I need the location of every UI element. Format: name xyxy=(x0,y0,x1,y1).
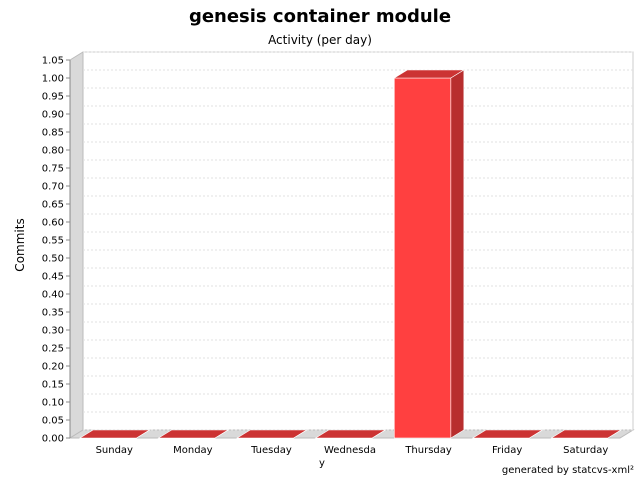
bar-saturday xyxy=(550,429,623,439)
y-tick-label: 0.30 xyxy=(42,326,64,337)
chart-title: genesis container module xyxy=(188,6,452,27)
x-tick-label: Monday xyxy=(173,445,213,456)
bar-monday xyxy=(157,429,230,439)
y-tick-label: 0.15 xyxy=(42,380,64,391)
bar-thursday xyxy=(393,69,465,439)
x-tick-label-line: Tuesday xyxy=(250,445,292,456)
x-tick-label-line: Thursday xyxy=(404,445,452,456)
bar-wednesday xyxy=(314,429,387,439)
plot-background xyxy=(68,51,635,439)
y-tick-label: 0.05 xyxy=(42,416,64,427)
y-tick-label: 0.80 xyxy=(42,146,64,157)
y-tick-label: 0.85 xyxy=(42,128,64,139)
y-tick-label: 0.55 xyxy=(42,236,64,247)
y-tick-label: 0.60 xyxy=(42,218,64,229)
y-tick-label: 0.95 xyxy=(42,92,64,103)
y-tick-label: 0.00 xyxy=(42,434,64,445)
y-axis-label: Commits xyxy=(13,218,27,271)
bar-sunday xyxy=(78,429,151,439)
y-axis-ticks: 0.00 0.05 0.10 0.15 0.20 0.25 0.30 0.35 0.40 0.45… xyxy=(42,56,71,445)
y-tick-label: 1.05 xyxy=(42,56,64,67)
bar-side xyxy=(607,429,622,439)
chart-subtitle: Activity (per day) xyxy=(268,33,372,47)
y-tick-label: 0.35 xyxy=(42,308,64,319)
y-tick-label: 0.65 xyxy=(42,200,64,211)
plot-back-wall xyxy=(82,51,634,431)
bars xyxy=(78,69,623,439)
bar-front xyxy=(393,77,452,439)
x-tick-label: Friday xyxy=(492,445,522,456)
x-tick-label-line: Monday xyxy=(173,445,213,456)
x-tick-label-line: Wednesda xyxy=(324,445,376,456)
x-tick-label-line: y xyxy=(319,458,325,469)
y-tick-label: 0.25 xyxy=(42,344,64,355)
bar-side xyxy=(450,69,465,439)
y-tick-label: 0.50 xyxy=(42,254,64,265)
bar-side xyxy=(372,429,386,439)
y-tick-label: 1.00 xyxy=(42,74,64,85)
y-tick-label: 0.70 xyxy=(42,182,64,193)
bar-tuesday xyxy=(236,429,308,439)
bar-side xyxy=(136,429,150,439)
x-tick-label-line: Saturday xyxy=(563,445,608,456)
bar-side xyxy=(529,429,543,439)
bar-friday xyxy=(471,429,544,439)
y-tick-label: 0.90 xyxy=(42,110,64,121)
y-tick-label: 0.45 xyxy=(42,272,64,283)
x-tick-label-line: Sunday xyxy=(96,445,133,456)
y-tick-label: 0.10 xyxy=(42,398,64,409)
bar-side xyxy=(293,429,307,439)
x-tick-label: Saturday xyxy=(563,445,608,456)
bar-side xyxy=(214,429,229,439)
y-tick-label: 0.75 xyxy=(42,164,64,175)
generated-by-footer: generated by statcvs-xml² xyxy=(501,465,634,476)
x-tick-label-line: Friday xyxy=(492,445,522,456)
x-tick-label: Tuesday xyxy=(250,445,292,456)
x-tick-label: Sunday xyxy=(96,445,133,456)
x-tick-label: Wednesda y xyxy=(319,445,376,469)
plot-left-wall xyxy=(69,51,84,439)
y-tick-label: 0.20 xyxy=(42,362,64,373)
x-tick-label: Thursday xyxy=(404,445,452,456)
x-axis-categories: Sunday Monday Tuesday Wednesda y Thursday Frid… xyxy=(96,445,609,469)
y-tick-label: 0.40 xyxy=(42,290,64,301)
